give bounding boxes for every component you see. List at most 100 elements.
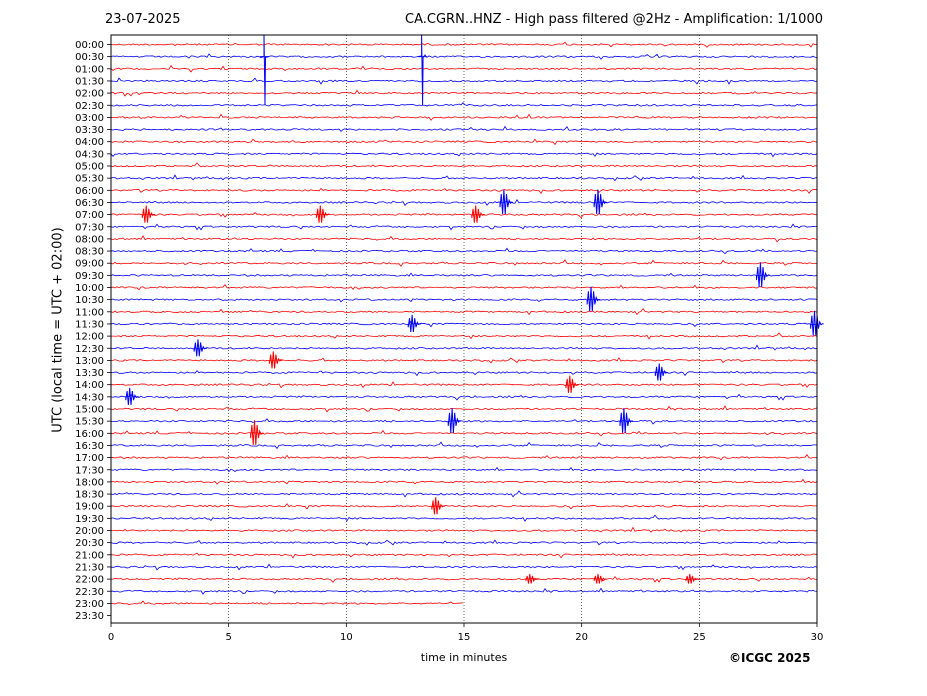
grid-layer: [228, 35, 700, 623]
trace-row-04:00: [110, 138, 818, 146]
y-tick-label-20:00: 20:00: [75, 526, 104, 537]
trace-row-16:00: [110, 429, 818, 437]
trace-row-13:00: [110, 357, 818, 364]
y-tick-label-07:30: 07:30: [75, 222, 104, 233]
trace-row-18:00: [110, 478, 818, 485]
y-tick-label-02:30: 02:30: [75, 101, 104, 112]
event-11:30-12.8: [407, 314, 422, 333]
event-07:00-8.9: [315, 205, 330, 223]
y-tick-label-05:00: 05:00: [75, 162, 104, 173]
x-tick-label-20: 20: [575, 632, 588, 643]
y-tick-label-02:00: 02:00: [75, 89, 104, 100]
chart-title: CA.CGRN..HNZ - High pass filtered @2Hz -…: [405, 12, 823, 27]
trace-row-02:00: [110, 89, 818, 97]
trace-row-14:30: [110, 393, 818, 401]
y-tick-label-07:00: 07:00: [75, 210, 104, 221]
trace-row-16:30: [110, 441, 818, 450]
y-tick-label-19:30: 19:30: [75, 514, 104, 525]
event-10:30-20.4: [586, 286, 601, 312]
y-tick-label-20:30: 20:30: [75, 538, 104, 549]
trace-row-23:00: [110, 600, 464, 606]
x-tick-label-5: 5: [225, 632, 231, 643]
y-tick-label-03:00: 03:00: [75, 113, 104, 124]
y-tick-label-14:00: 14:00: [75, 380, 104, 391]
event-06:30-16.7: [499, 189, 514, 215]
event-07:00-1.5: [141, 205, 156, 223]
trace-row-14:00: [110, 381, 818, 389]
trace-row-03:00: [110, 113, 818, 121]
trace-row-03:30: [110, 125, 818, 132]
x-tick-label-15: 15: [458, 632, 471, 643]
y-tick-label-11:00: 11:00: [75, 307, 104, 318]
y-tick-label-11:30: 11:30: [75, 319, 104, 330]
trace-row-05:00: [110, 162, 818, 168]
event-layer: [125, 34, 824, 584]
event-13:30-23.3: [654, 363, 669, 381]
y-tick-label-23:00: 23:00: [75, 599, 104, 610]
plot-frame: [110, 34, 818, 624]
date-label: 23-07-2025: [105, 12, 181, 27]
x-tick-label-25: 25: [693, 632, 706, 643]
y-tick-label-06:30: 06:30: [75, 198, 104, 209]
y-tick-label-12:00: 12:00: [75, 332, 104, 343]
event-07:00-15.5: [471, 205, 485, 223]
y-tick-label-16:30: 16:30: [75, 441, 104, 452]
x-tick-label-30: 30: [811, 632, 824, 643]
trace-row-07:30: [110, 223, 818, 231]
trace-row-15:00: [110, 405, 818, 413]
event-12:30-3.7: [193, 339, 208, 357]
event-09:30-27.6: [756, 262, 770, 288]
x-tick-label-0: 0: [108, 632, 114, 643]
trace-row-17:30: [110, 466, 818, 473]
event-14:30-0.8: [125, 387, 139, 405]
y-tick-label-13:30: 13:30: [75, 368, 104, 379]
y-tick-label-21:30: 21:30: [75, 562, 104, 573]
trace-row-13:30: [110, 370, 818, 377]
y-tick-label-19:00: 19:00: [75, 502, 104, 513]
event-06:30-20.7: [593, 189, 608, 215]
event-22:00-24.6: [685, 574, 699, 584]
event-19:00-13.8: [431, 497, 445, 515]
y-tick-label-03:30: 03:30: [75, 125, 104, 136]
y-tick-label-00:00: 00:00: [75, 40, 104, 51]
y-tick-label-18:00: 18:00: [75, 477, 104, 488]
event-13:00-6.9: [268, 351, 283, 369]
event-14:00-19.5: [565, 375, 579, 393]
event-15:30-14.5: [447, 408, 462, 433]
event-11:30-29.9: [810, 310, 824, 336]
x-axis-label: time in minutes: [420, 651, 508, 664]
y-tick-label-06:00: 06:00: [75, 186, 104, 197]
y-tick-label-21:00: 21:00: [75, 550, 104, 561]
y-tick-label-10:30: 10:30: [75, 295, 104, 306]
y-tick-label-01:00: 01:00: [75, 64, 104, 75]
y-tick-label-22:30: 22:30: [75, 587, 104, 598]
y-tick-label-09:00: 09:00: [75, 259, 104, 270]
y-tick-label-09:30: 09:30: [75, 271, 104, 282]
y-tick-label-15:30: 15:30: [75, 417, 104, 428]
event-22:00-17.8: [525, 574, 539, 584]
y-tick-label-14:30: 14:30: [75, 392, 104, 403]
y-tick-label-08:30: 08:30: [75, 247, 104, 258]
trace-row-05:30: [110, 174, 818, 182]
event-00:30-13.2: [417, 34, 427, 106]
event-00:30-6.5: [260, 34, 269, 106]
y-tick-label-15:00: 15:00: [75, 405, 104, 416]
y-tick-label-17:30: 17:30: [75, 465, 104, 476]
trace-row-04:30: [110, 152, 818, 158]
y-tick-label-12:30: 12:30: [75, 344, 104, 355]
x-ticks: 0 5 10 15 20 25 30: [108, 623, 824, 643]
y-tick-label-16:00: 16:00: [75, 429, 104, 440]
y-tick-label-01:30: 01:30: [75, 76, 104, 87]
event-15:30-21.8: [619, 408, 634, 433]
y-tick-label-04:00: 04:00: [75, 137, 104, 148]
y-tick-label-18:30: 18:30: [75, 490, 104, 501]
y-tick-label-13:00: 13:00: [75, 356, 104, 367]
trace-row-20:00: [110, 526, 818, 533]
trace-row-11:30: [110, 320, 818, 328]
trace-row-15:30: [110, 418, 818, 425]
trace-row-06:00: [110, 187, 818, 195]
y-tick-label-23:30: 23:30: [75, 611, 104, 622]
x-tick-label-10: 10: [340, 632, 353, 643]
